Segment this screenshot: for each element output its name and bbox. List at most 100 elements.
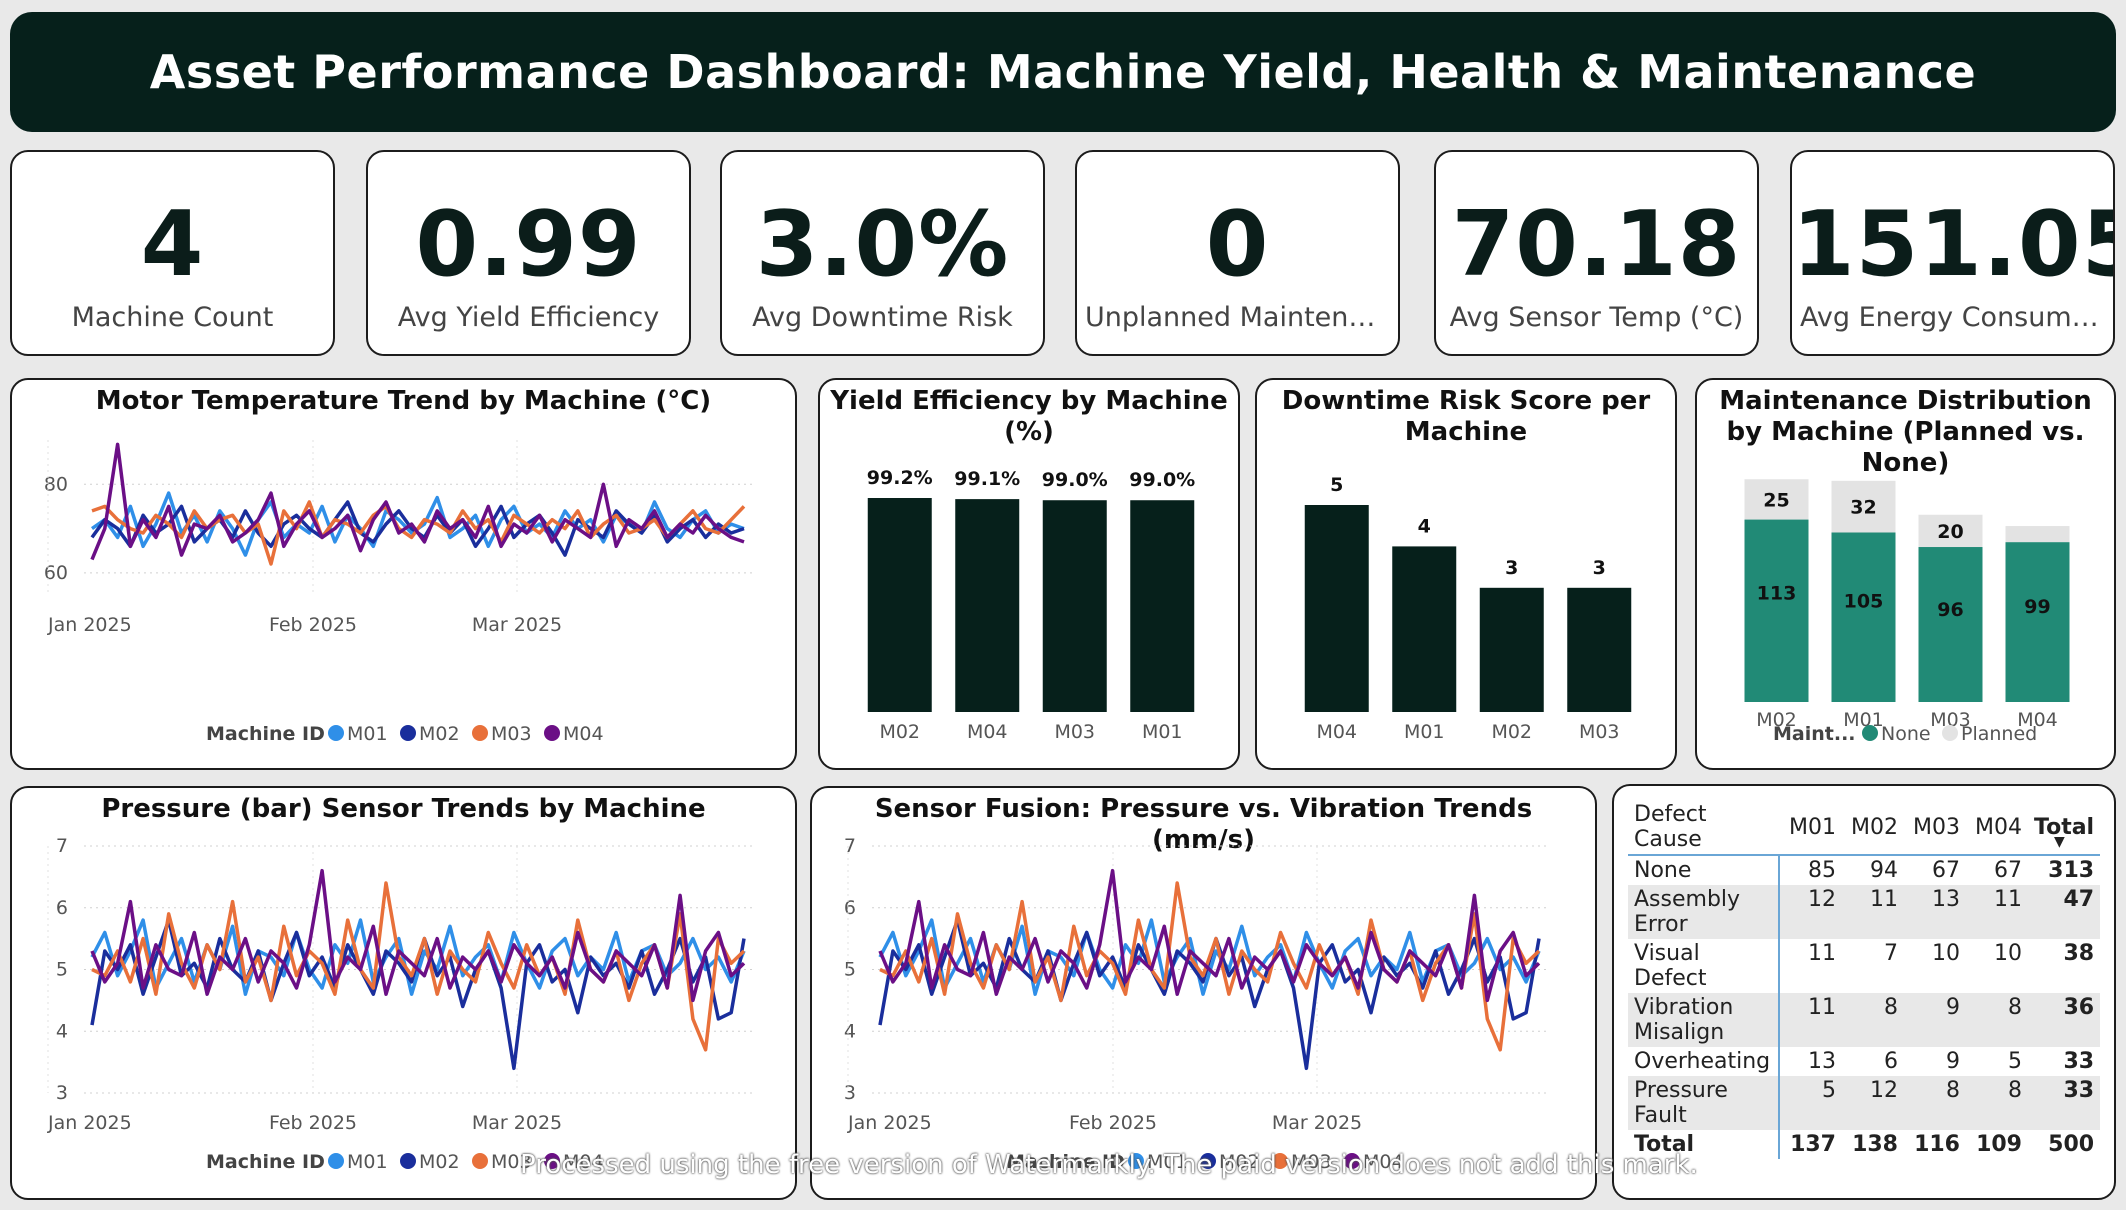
- bar-m03: [1042, 500, 1107, 712]
- legend-item-m01: M01: [347, 723, 388, 745]
- column-header[interactable]: M02: [1842, 800, 1904, 856]
- kpi-label: Avg Energy Consumpti...: [1800, 302, 2105, 333]
- bar-segment-planned: [1831, 480, 1896, 533]
- legend-item-m04: M04: [563, 1151, 604, 1173]
- value-cell: 11: [1808, 941, 1836, 966]
- table-row[interactable]: Assembly Error 12 11 13 11 47: [1628, 885, 2101, 939]
- kpi-unplanned-maintenance[interactable]: 0 Unplanned Maintenance: [1075, 150, 1400, 356]
- kpi-avg-downtime-risk[interactable]: 3.0% Avg Downtime Risk: [720, 150, 1045, 356]
- column-header[interactable]: M01: [1779, 800, 1842, 856]
- legend-title: Maint...: [1773, 723, 1856, 745]
- x-tick-label: M01: [1142, 721, 1183, 743]
- y-tick-label: 5: [56, 959, 68, 981]
- bar-m01: [1130, 500, 1195, 712]
- chart-title: Yield Efficiency by Machine (%): [830, 386, 1228, 447]
- motor-temperature-plot: 60 80 Jan 2025 Feb 2025 Mar 2025 Machine ID M0…: [44, 440, 752, 745]
- x-tick-label: Mar 2025: [1272, 1112, 1362, 1134]
- value-cell: 137: [1790, 1132, 1836, 1157]
- sort-desc-icon[interactable]: ▼: [2054, 834, 2065, 850]
- legend-item-m02: M02: [1219, 1151, 1260, 1173]
- value-cell: 94: [1870, 858, 1898, 883]
- downtime-risk-chart[interactable]: Downtime Risk Score per Machine 5 M04 4 M01…: [1255, 378, 1677, 770]
- value-cell: 8: [1966, 1076, 2028, 1130]
- row-total-cell: 33: [2028, 1076, 2101, 1130]
- motor-temperature-chart[interactable]: Motor Temperature Trend by Machine (°C) …: [10, 378, 797, 770]
- value-cell: 9: [1904, 993, 1966, 1047]
- x-tick-label: M03: [1054, 721, 1095, 743]
- x-tick-label: M03: [1930, 709, 1971, 731]
- x-tick-label: M01: [1404, 721, 1445, 743]
- sensor-fusion-chart[interactable]: Sensor Fusion: Pressure vs. Vibration Tr…: [810, 786, 1597, 1200]
- legend-marker-m01: [328, 1153, 344, 1169]
- bar-m02: [1479, 587, 1544, 712]
- kpi-machine-count[interactable]: 4 Machine Count: [10, 150, 335, 356]
- column-header-total[interactable]: Total ▼: [2028, 800, 2101, 856]
- data-label: 3: [1505, 557, 1518, 579]
- legend-title: Machine ID: [206, 723, 325, 745]
- table-row[interactable]: Pressure Fault 5 12 8 8 33: [1628, 1076, 2101, 1130]
- value-cell: 12: [1779, 885, 1842, 939]
- data-label: 99.2%: [867, 467, 933, 489]
- legend-marker-m01: [328, 725, 344, 741]
- legend-item-m02: M02: [419, 723, 460, 745]
- value-cell: 13: [1904, 885, 1966, 939]
- table-row[interactable]: Visual Defect 11 7 10 10 38: [1628, 939, 2100, 993]
- x-tick-label: M01: [1843, 709, 1884, 731]
- legend-item-m04: M04: [1363, 1151, 1404, 1173]
- column-header[interactable]: M03: [1904, 800, 1966, 856]
- kpi-value: 151.05: [1792, 192, 2115, 297]
- yield-efficiency-chart[interactable]: Yield Efficiency by Machine (%) 99.2% M02…: [818, 378, 1240, 770]
- chart-title: Motor Temperature Trend by Machine (°C): [95, 386, 712, 416]
- bar-m04: [1304, 505, 1369, 712]
- column-header[interactable]: Defect Cause: [1628, 800, 1779, 856]
- value-cell: 85: [1808, 858, 1836, 883]
- defect-cause-matrix[interactable]: Defect Cause M01 M02 M03 M04 Total ▼ Non…: [1612, 784, 2116, 1200]
- legend-title: Machine ID: [206, 1151, 325, 1173]
- y-tick-label: 3: [56, 1082, 68, 1104]
- bar-m02: [867, 498, 932, 712]
- legend-item-m03: M03: [491, 1151, 532, 1173]
- data-label-planned: 25: [1763, 489, 1789, 511]
- kpi-label: Machine Count: [71, 302, 274, 333]
- data-label-planned: 32: [1850, 497, 1876, 519]
- data-label-none: 113: [1757, 583, 1797, 605]
- pressure-trend-chart[interactable]: Pressure (bar) Sensor Trends by Machine …: [10, 786, 797, 1200]
- x-tick-label: M03: [1579, 721, 1620, 743]
- y-tick-label: 4: [844, 1020, 856, 1042]
- data-label: 4: [1418, 515, 1431, 537]
- bar-segment-planned: [1918, 514, 1983, 548]
- maintenance-distribution-chart[interactable]: Maintenance Distribution by Machine (Pla…: [1695, 378, 2116, 770]
- table-row[interactable]: Vibration Misalign 11 8 9 8 36: [1628, 993, 2101, 1047]
- bar-segment-planned: [1744, 479, 1809, 520]
- kpi-avg-yield[interactable]: 0.99 Avg Yield Efficiency: [366, 150, 691, 356]
- legend-marker-m02: [400, 725, 416, 741]
- pressure-trend-plot: 3 4 5 6 7 Jan 2025 Feb 2025 Mar 2025 Machine ID M…: [47, 835, 752, 1173]
- legend-item-m01: M01: [1147, 1151, 1188, 1173]
- total-row[interactable]: Total 137 138 116 109 500: [1628, 1130, 2100, 1159]
- data-label: 3: [1593, 557, 1606, 579]
- defect-cause-cell: Visual Defect: [1628, 939, 1780, 993]
- value-cell: 6: [1884, 1049, 1898, 1074]
- table-row[interactable]: Overheating 13 6 9 5 33: [1628, 1047, 2100, 1076]
- kpi-value: 70.18: [1451, 192, 1742, 297]
- series-line-m03: [91, 500, 746, 566]
- defect-cause-cell: Vibration Misalign: [1628, 993, 1780, 1047]
- y-tick-label: 6: [844, 897, 856, 919]
- defect-cause-cell: Pressure Fault: [1628, 1076, 1780, 1130]
- x-tick-label: Mar 2025: [472, 1112, 562, 1134]
- legend-marker-m02: [400, 1153, 416, 1169]
- value-cell: 116: [1914, 1132, 1960, 1157]
- legend-item-m04: M04: [563, 723, 604, 745]
- y-tick-label: 4: [56, 1020, 68, 1042]
- bar-segment-none: [1918, 547, 1983, 702]
- kpi-avg-energy[interactable]: 151.05 Avg Energy Consumpti...: [1790, 150, 2115, 356]
- y-tick-label: 7: [56, 835, 68, 857]
- legend-marker-planned: [1942, 725, 1958, 741]
- legend-marker-m02: [1200, 1153, 1216, 1169]
- x-tick-label: M04: [967, 721, 1008, 743]
- column-header[interactable]: M04: [1966, 800, 2028, 856]
- table-row[interactable]: None 85 94 67 67 313: [1628, 855, 2100, 885]
- kpi-avg-sensor-temp[interactable]: 70.18 Avg Sensor Temp (°C): [1434, 150, 1759, 356]
- row-total-cell: 33: [2063, 1049, 2095, 1074]
- value-cell: 67: [1994, 858, 2022, 883]
